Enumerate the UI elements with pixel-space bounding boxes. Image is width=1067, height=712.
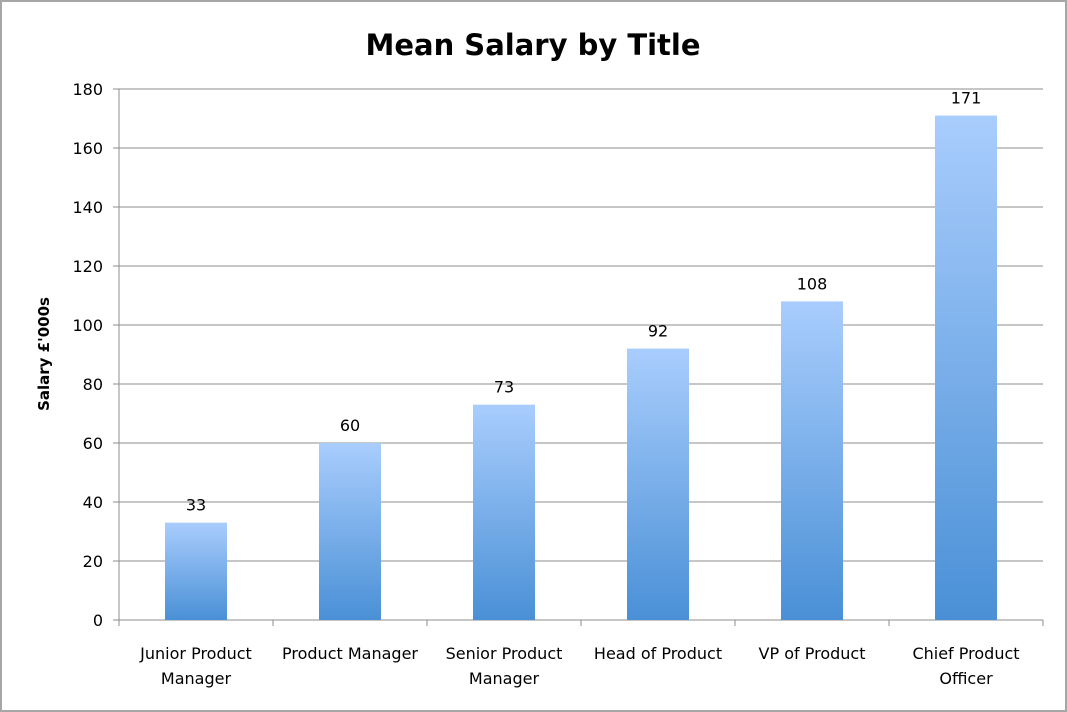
y-tick-label: 80 (83, 375, 103, 394)
x-tick-label: Chief Product (912, 644, 1019, 663)
x-tick-label: Head of Product (594, 644, 722, 663)
y-tick-label: 20 (83, 552, 103, 571)
data-label: 33 (186, 496, 206, 515)
x-tick-label: VP of Product (759, 644, 866, 663)
y-tick-label: 40 (83, 493, 103, 512)
y-tick-label: 60 (83, 434, 103, 453)
y-tick-label: 160 (72, 139, 103, 158)
y-tick-label: 140 (72, 198, 103, 217)
bar (781, 301, 843, 620)
bar (935, 115, 997, 621)
data-label: 92 (648, 322, 668, 341)
y-tick-label: 120 (72, 257, 103, 276)
x-tick-label: Senior Product (446, 644, 563, 663)
x-tick-label: Junior Product (139, 644, 252, 663)
data-label: 73 (494, 378, 514, 397)
y-tick-label: 100 (72, 316, 103, 335)
bar (319, 443, 381, 620)
chart-title: Mean Salary by Title (365, 28, 700, 62)
y-tick-label: 180 (72, 80, 103, 99)
y-axis-label: Salary £'000s (35, 297, 53, 411)
data-label: 60 (340, 416, 360, 435)
y-tick-label: 0 (93, 611, 103, 630)
x-tick-label: Officer (939, 669, 993, 688)
bar (473, 404, 535, 620)
bar (165, 522, 227, 620)
x-tick-label: Manager (161, 669, 232, 688)
x-tick-label: Manager (469, 669, 540, 688)
bar (627, 348, 689, 620)
data-label: 108 (797, 274, 828, 293)
data-label: 171 (951, 89, 982, 108)
x-tick-label: Product Manager (282, 644, 418, 663)
